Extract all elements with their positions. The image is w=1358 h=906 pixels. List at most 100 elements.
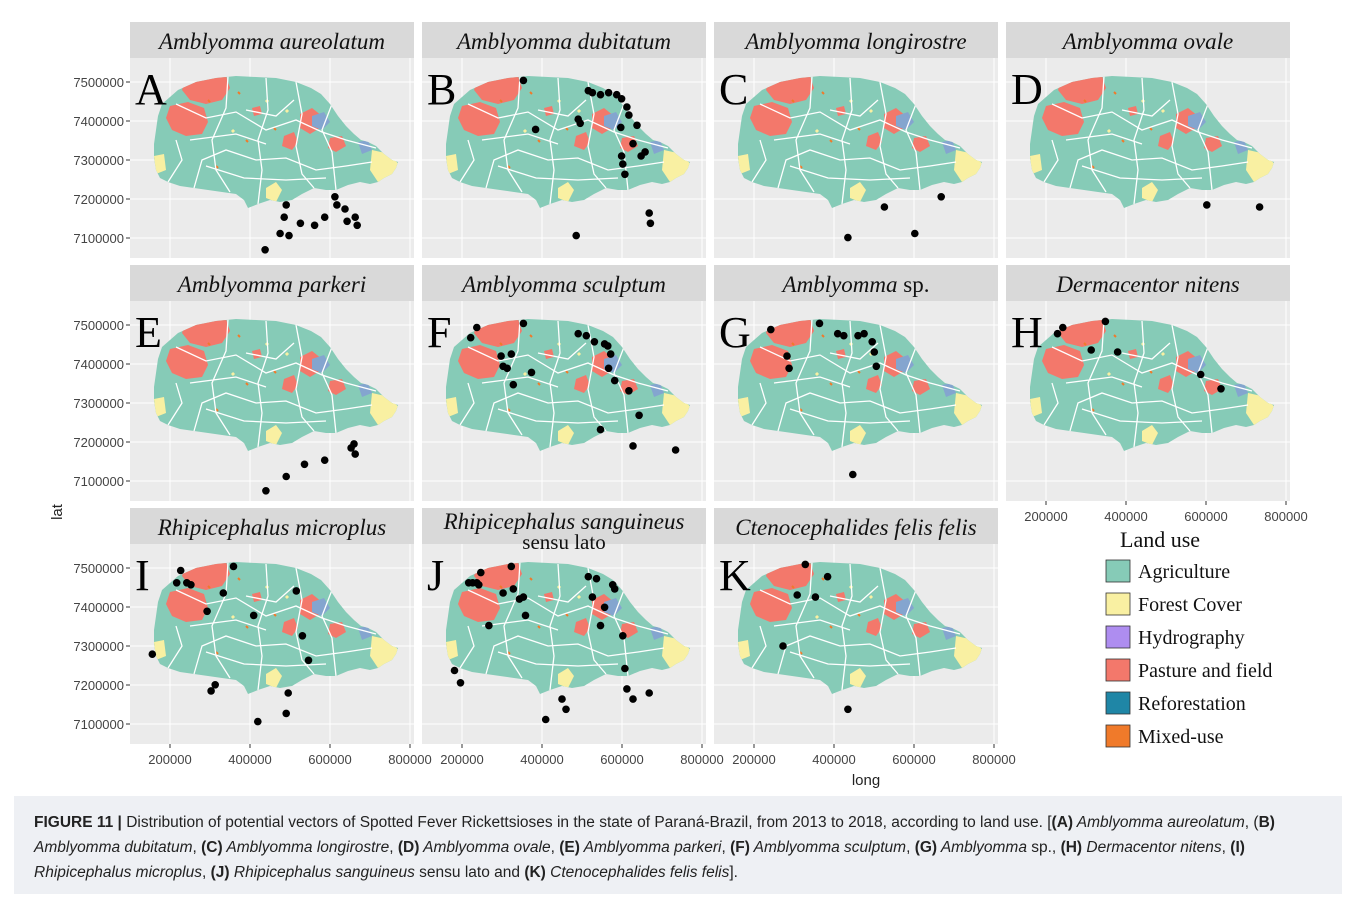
occurrence-point <box>1217 385 1225 393</box>
occurrence-point <box>320 456 329 465</box>
panel-a: Amblyomma aureolatum A 7500000 7400000 73000… <box>73 22 414 258</box>
caption-segment: , <box>550 839 560 856</box>
panel-c: Amblyomma longirostre C <box>714 22 998 258</box>
occurrence-point <box>541 715 550 724</box>
caption-segment: , <box>192 839 202 856</box>
panel-strip <box>714 22 998 58</box>
occurrence-point <box>849 470 857 479</box>
panel-b: Amblyomma dubitatum B <box>422 22 706 258</box>
y-axis-label: lat <box>49 503 66 520</box>
occurrence-point <box>801 560 810 569</box>
occurrence-point <box>610 585 619 593</box>
occurrence-point <box>588 593 597 601</box>
x-tick-label: 200000 <box>148 752 191 767</box>
legend-item-label: Agriculture <box>1138 561 1230 583</box>
occurrence-point <box>219 589 228 597</box>
panel-species: Amblyomma <box>781 272 898 297</box>
caption-segment: B) <box>1258 814 1275 831</box>
occurrence-point <box>262 487 270 495</box>
panel-species-suffix: sp. <box>898 272 930 297</box>
occurrence-point <box>779 642 787 650</box>
occurrence-point <box>854 331 862 340</box>
occurrence-point <box>617 95 626 103</box>
occurrence-point <box>485 621 493 630</box>
occurrence-point <box>296 219 305 228</box>
occurrence-point <box>285 231 293 240</box>
y-tick-label: 7200000 <box>73 435 124 450</box>
caption-segment: Amblyomma sculptum <box>749 839 907 856</box>
occurrence-point <box>572 231 580 240</box>
occurrence-point <box>229 562 238 571</box>
x-tick-label: 800000 <box>388 752 431 767</box>
panel-title: Rhipicephalus sanguineus <box>443 509 685 534</box>
occurrence-point <box>527 368 536 377</box>
occurrence-point <box>576 119 584 128</box>
caption-segment: , <box>389 839 398 856</box>
occurrence-point <box>172 579 181 587</box>
panel-strip <box>130 22 414 58</box>
panel-species: Amblyomma ovale <box>1061 29 1234 54</box>
occurrence-point <box>767 325 775 334</box>
occurrence-point <box>621 664 629 673</box>
occurrence-point <box>176 566 185 575</box>
x-tick-label: 200000 <box>1024 509 1067 524</box>
caption-segment: , <box>906 839 915 856</box>
occurrence-point <box>870 348 879 356</box>
occurrence-point <box>450 666 459 675</box>
occurrence-point <box>276 229 284 238</box>
occurrence-point <box>499 589 507 597</box>
occurrence-point <box>473 323 481 332</box>
occurrence-point <box>625 387 633 395</box>
panel-subtitle: sensu lato <box>522 530 605 554</box>
panel-title: Amblyomma parkeri <box>176 272 366 297</box>
occurrence-point <box>785 364 793 373</box>
occurrence-point <box>320 213 329 221</box>
caption-segment: Amblyomma <box>937 839 1027 856</box>
occurrence-point <box>1255 203 1264 211</box>
legend-swatch <box>1105 625 1131 649</box>
legend-swatch <box>1105 724 1131 748</box>
y-tick-label: 7400000 <box>73 357 124 372</box>
occurrence-point <box>911 229 919 238</box>
occurrence-point <box>610 376 619 385</box>
occurrence-point <box>280 213 289 221</box>
occurrence-point <box>1053 329 1062 338</box>
panel-letter: J <box>427 551 444 600</box>
panel-strip <box>130 508 414 544</box>
occurrence-point <box>353 221 362 230</box>
panel-h: Dermacentor nitens H 200000 400000 600000 800… <box>1006 265 1308 524</box>
occurrence-point <box>880 203 889 211</box>
occurrence-point <box>341 205 349 213</box>
occurrence-point <box>623 103 631 111</box>
caption-segment: (F) <box>730 839 750 856</box>
occurrence-point <box>645 689 653 697</box>
occurrence-point <box>1203 201 1211 209</box>
occurrence-point <box>253 717 262 726</box>
occurrence-point <box>187 581 195 589</box>
figure-caption: FIGURE 11 | Distribution of potential ve… <box>14 796 1342 894</box>
occurrence-point <box>343 217 351 226</box>
y-tick-label: 7100000 <box>73 231 124 246</box>
occurrence-point <box>629 442 637 450</box>
panel-e: Amblyomma parkeri E 7500000 7400000 7300000 7… <box>73 265 414 501</box>
panel-letter: C <box>719 65 748 114</box>
occurrence-point <box>619 160 627 168</box>
occurrence-point <box>629 139 637 148</box>
panel-strip <box>422 22 706 58</box>
caption-segment: Amblyomma longirostre <box>222 839 390 856</box>
occurrence-point <box>507 350 516 358</box>
occurrence-point <box>590 338 599 346</box>
occurrence-point <box>596 425 605 434</box>
panel-species: Ctenocephalides felis felis <box>735 515 977 540</box>
figure-panel-grid: Amblyomma aureolatum A 7500000 7400000 73000… <box>49 22 1308 789</box>
caption-segment: , ( <box>1244 814 1259 831</box>
occurrence-point <box>351 213 360 221</box>
occurrence-point <box>477 568 485 577</box>
caption-segment: sp., <box>1026 839 1061 856</box>
legend-item-label: Hydrography <box>1138 627 1245 649</box>
occurrence-point <box>282 709 291 718</box>
panel-strip <box>1006 22 1290 58</box>
occurrence-point <box>558 695 566 703</box>
x-tick-label: 400000 <box>520 752 563 767</box>
caption-segment: , <box>1221 839 1231 856</box>
